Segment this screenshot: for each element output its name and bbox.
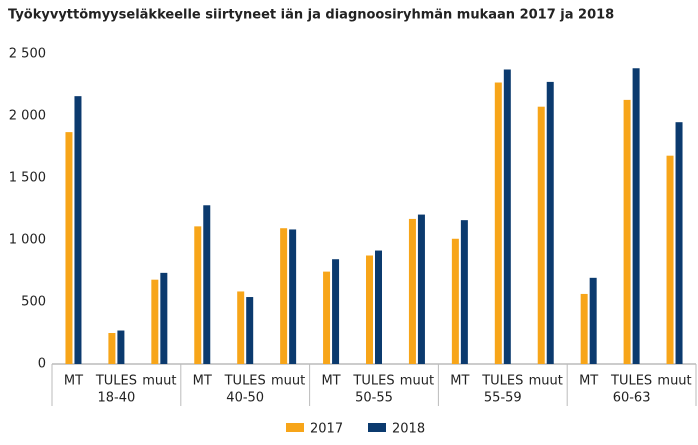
bar — [460, 220, 468, 364]
bar — [580, 293, 588, 364]
bar — [237, 291, 245, 364]
y-tick-label: 0 — [38, 357, 46, 372]
bar — [160, 272, 168, 364]
bar — [74, 96, 82, 364]
x-tick-label: MT — [321, 374, 340, 389]
y-tick-label: 2 500 — [9, 47, 46, 62]
bar — [503, 69, 511, 364]
legend-label: 2018 — [392, 422, 425, 437]
y-tick-label: 500 — [21, 295, 46, 310]
legend-swatch — [286, 423, 304, 432]
bar — [494, 82, 502, 365]
legend-label: 2017 — [310, 422, 343, 437]
bar — [546, 81, 554, 365]
bar — [108, 333, 116, 364]
bar — [289, 229, 297, 364]
x-tick-label: TULES — [95, 374, 137, 389]
bar — [675, 122, 683, 364]
x-tick-label: muut — [271, 374, 305, 389]
group-label: 40-50 — [226, 391, 264, 406]
x-tick-label: MT — [64, 374, 83, 389]
bar — [366, 255, 373, 364]
bar — [280, 228, 288, 364]
y-tick-label: 2 000 — [9, 109, 46, 124]
bar — [623, 99, 631, 364]
x-tick-label: MT — [193, 374, 212, 389]
bar — [203, 205, 211, 364]
bar — [323, 271, 331, 364]
y-tick-label: 1 000 — [9, 233, 46, 248]
bar — [408, 218, 416, 364]
bar — [65, 132, 73, 364]
bar — [117, 330, 125, 364]
bar — [589, 277, 597, 364]
x-tick-label: muut — [142, 374, 176, 389]
x-tick-label: MT — [450, 374, 469, 389]
bar — [194, 226, 202, 364]
group-label: 50-55 — [355, 391, 393, 406]
x-tick-label: muut — [400, 374, 434, 389]
x-tick-label: TULES — [481, 374, 523, 389]
bar — [151, 279, 159, 364]
group-label: 60-63 — [613, 391, 651, 406]
bar — [417, 214, 425, 364]
x-tick-label: muut — [657, 374, 691, 389]
bar — [246, 297, 254, 364]
group-label: 18-40 — [98, 391, 136, 406]
bar — [632, 68, 640, 364]
x-tick-label: TULES — [224, 374, 266, 389]
chart-title: Työkyvyttömyyseläkkeelle siirtyneet iän … — [8, 8, 614, 23]
x-tick-label: TULES — [352, 374, 394, 389]
bar — [332, 259, 340, 364]
bar — [666, 155, 674, 364]
bar — [375, 250, 382, 364]
x-tick-label: TULES — [610, 374, 652, 389]
bar — [537, 106, 545, 364]
bar — [451, 238, 459, 364]
group-label: 55-59 — [484, 391, 522, 406]
x-tick-label: muut — [529, 374, 563, 389]
x-tick-label: MT — [579, 374, 598, 389]
y-tick-label: 1 500 — [9, 171, 46, 186]
legend-swatch — [368, 423, 386, 432]
